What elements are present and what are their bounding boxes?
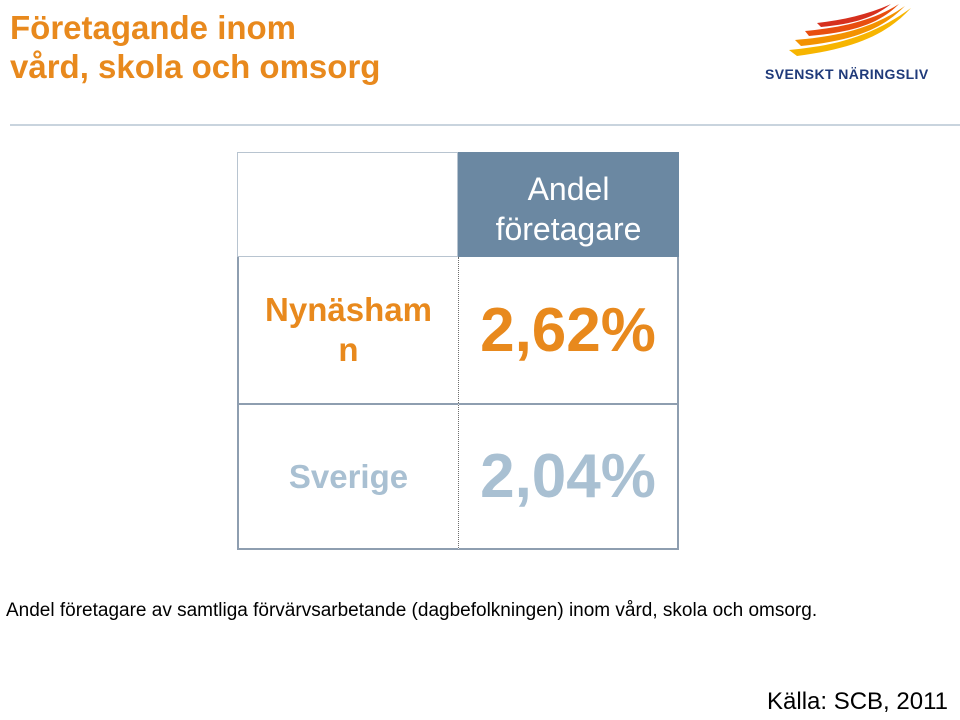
row-label-nynashamn-line-2: n xyxy=(338,331,359,368)
flame-logo-icon xyxy=(789,4,911,56)
table-corner-cell xyxy=(237,152,458,257)
table-caption: Andel företagare av samtliga förvärvsarb… xyxy=(6,600,818,621)
table-header-cell: Andel företagare xyxy=(458,152,679,257)
table-header-line-1: Andel xyxy=(527,171,610,207)
row-label-nynashamn: Nynäsham n xyxy=(237,257,458,403)
table-header-line-2: företagare xyxy=(495,211,642,247)
svenskt-naringsliv-logo: SVENSKT NÄRINGSLIV xyxy=(765,4,950,86)
row-label-sverige: Sverige xyxy=(237,403,458,550)
source-note: Källa: SCB, 2011 xyxy=(767,688,948,715)
row-value-nynashamn: 2,62% xyxy=(458,257,679,403)
logo-text: SVENSKT NÄRINGSLIV xyxy=(765,66,929,82)
header-divider xyxy=(10,124,960,126)
page-title-line-1: Företagande inom xyxy=(10,9,297,46)
page-title-line-2: vård, skola och omsorg xyxy=(10,48,381,85)
comparison-table: Andel företagare Nynäsham n 2,62% Sverig… xyxy=(237,152,679,550)
page-title: Företagande inom vård, skola och omsorg xyxy=(10,8,380,86)
row-label-nynashamn-line-1: Nynäsham xyxy=(265,291,432,328)
table-header-label: Andel företagare xyxy=(496,169,642,249)
row-value-sverige: 2,04% xyxy=(458,403,679,550)
